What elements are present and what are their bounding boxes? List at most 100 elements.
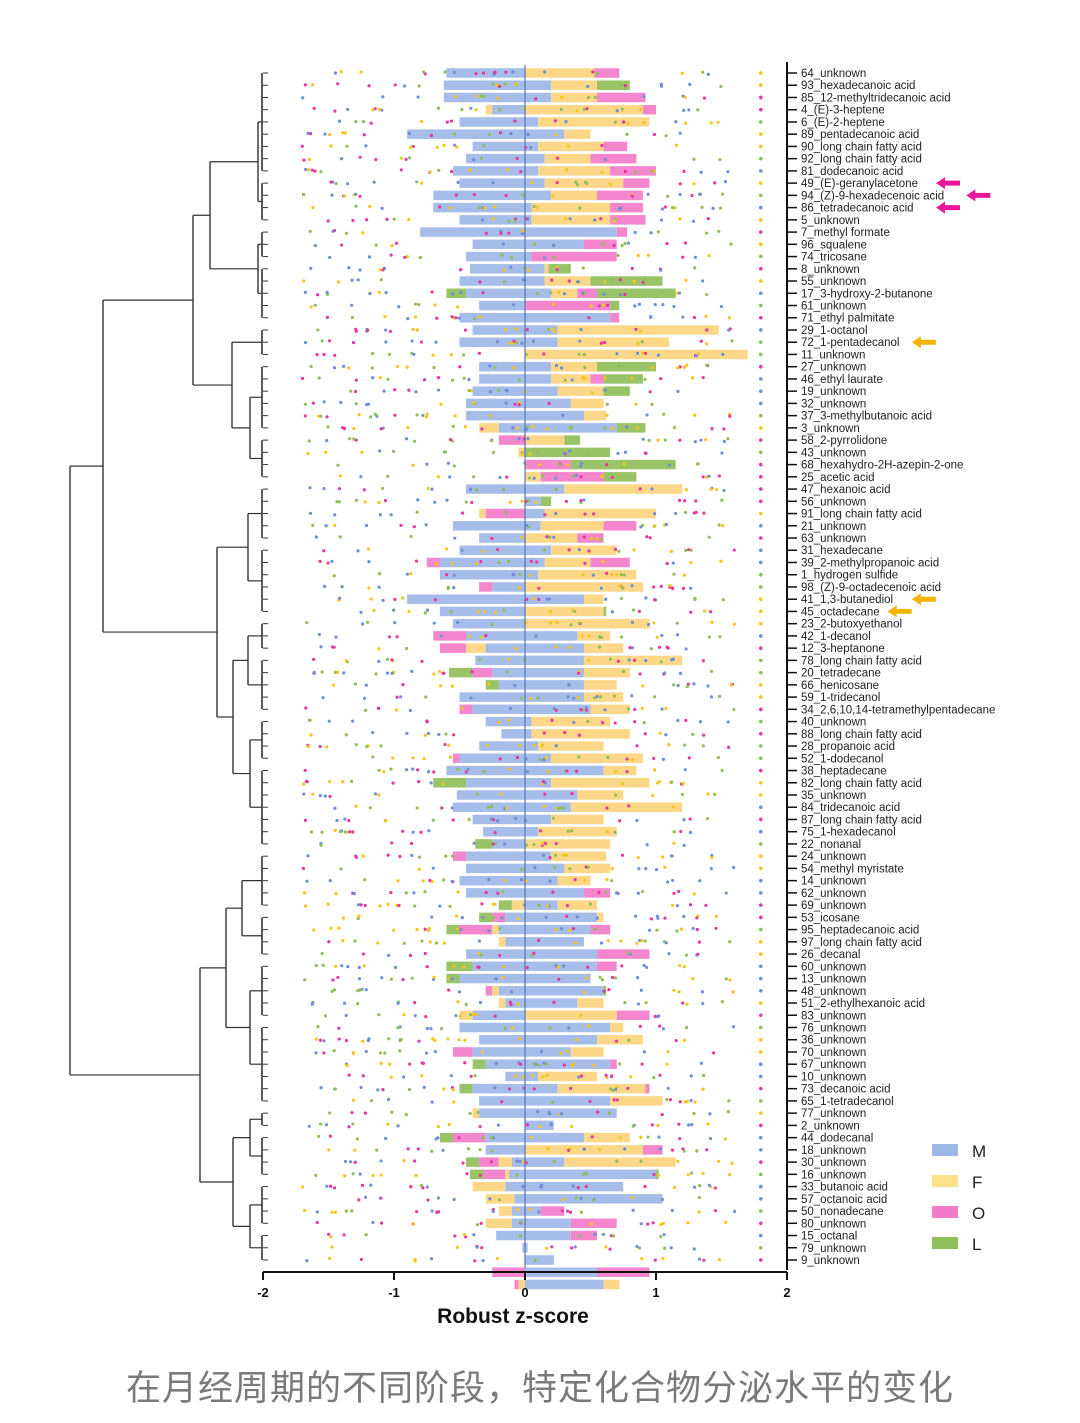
data-point <box>687 756 691 760</box>
data-point <box>670 780 674 784</box>
data-point <box>415 328 420 332</box>
data-point <box>529 696 533 700</box>
data-point <box>592 512 596 516</box>
row-label: 35_unknown <box>801 790 866 802</box>
data-point <box>659 1234 663 1239</box>
data-point <box>424 523 428 527</box>
data-point <box>497 84 502 88</box>
data-point <box>621 120 626 124</box>
data-point <box>431 353 435 357</box>
data-point <box>549 1122 553 1126</box>
data-point <box>673 206 677 210</box>
data-point <box>759 1037 763 1042</box>
row-label: 1_hydrogen sulfide <box>801 570 898 582</box>
data-point <box>384 328 388 332</box>
bar-segment-F <box>544 557 591 568</box>
bar-segment-O <box>452 1132 486 1143</box>
data-point <box>342 364 346 369</box>
data-point <box>701 1087 705 1091</box>
data-point <box>468 1013 473 1017</box>
bar-segment-L <box>459 1083 473 1094</box>
data-point <box>374 243 378 247</box>
data-point <box>759 352 763 357</box>
data-point <box>337 1026 341 1030</box>
data-point <box>448 475 452 479</box>
data-point <box>689 1098 693 1103</box>
data-point <box>759 952 763 956</box>
data-point <box>511 303 516 307</box>
data-point <box>558 462 562 466</box>
data-point <box>565 914 569 918</box>
data-point <box>709 866 713 871</box>
data-point <box>302 192 306 197</box>
data-point <box>696 952 700 956</box>
data-point <box>682 965 686 969</box>
data-point <box>677 1122 681 1126</box>
data-point <box>651 1221 655 1225</box>
bar-segment-F <box>603 1279 620 1290</box>
data-point <box>661 1221 666 1226</box>
data-point <box>334 635 338 639</box>
data-point <box>759 71 763 75</box>
row-label: 89_pentadecanoic acid <box>801 129 919 141</box>
data-point <box>412 352 416 356</box>
data-point <box>664 522 668 527</box>
data-point <box>504 327 508 332</box>
highlight-arrow-icon <box>936 201 961 214</box>
data-point <box>389 253 393 257</box>
data-point <box>344 1013 348 1018</box>
data-point <box>759 169 763 173</box>
data-point <box>386 853 390 857</box>
data-point <box>516 1002 521 1006</box>
data-point <box>713 181 717 185</box>
data-point <box>707 474 711 478</box>
bar-segment-M <box>479 300 525 311</box>
data-point <box>759 560 763 565</box>
data-point <box>545 427 549 431</box>
data-point <box>722 488 726 493</box>
data-point <box>423 927 427 931</box>
data-point <box>759 1197 763 1201</box>
data-point <box>575 109 579 113</box>
data-point <box>337 119 342 123</box>
data-point <box>338 830 342 834</box>
data-point <box>507 219 511 223</box>
data-point <box>572 1062 576 1066</box>
data-point <box>474 72 478 76</box>
data-point <box>430 915 434 919</box>
data-point <box>699 438 703 442</box>
bar-segment-F <box>525 582 643 592</box>
data-point <box>463 1061 467 1065</box>
data-point <box>534 500 538 505</box>
bar-segment-M <box>498 423 617 433</box>
data-point <box>710 427 714 431</box>
row-label: 25_acetic acid <box>801 472 875 484</box>
data-point <box>452 1197 456 1202</box>
row-label: 43_unknown <box>801 447 866 459</box>
data-point <box>759 1013 763 1018</box>
data-point <box>433 1050 437 1054</box>
data-point <box>312 106 316 110</box>
data-point <box>569 1086 573 1091</box>
data-point <box>501 242 505 246</box>
data-point <box>439 634 443 638</box>
data-point <box>707 535 711 539</box>
data-point <box>682 843 686 847</box>
row-label: 16_unknown <box>801 1169 866 1181</box>
row-label: 27_unknown <box>801 362 866 374</box>
data-point <box>552 706 556 711</box>
data-point <box>759 927 763 932</box>
data-point <box>710 855 714 860</box>
data-point <box>410 669 414 673</box>
data-point <box>714 926 718 930</box>
data-point <box>417 855 422 859</box>
data-point <box>455 914 459 918</box>
bar-segment-F <box>492 924 499 935</box>
data-point <box>422 378 427 382</box>
bar-segment-O <box>472 667 493 678</box>
bar-segment-O <box>492 912 506 923</box>
data-point <box>619 572 623 577</box>
data-point <box>564 499 569 503</box>
data-point <box>658 731 662 735</box>
data-point <box>650 170 655 174</box>
